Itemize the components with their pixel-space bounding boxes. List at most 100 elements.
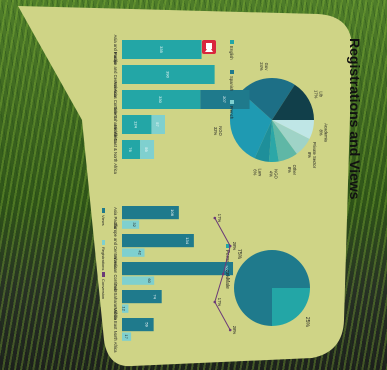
category-label: Americas Continent bbox=[113, 81, 118, 118]
bar-value-label: 59 bbox=[144, 147, 149, 152]
conversion-label: 28% bbox=[232, 242, 237, 251]
pie-slice bbox=[240, 78, 295, 120]
legend-swatch bbox=[226, 244, 230, 248]
legend-swatch bbox=[230, 70, 234, 74]
category-label: Sub-Saharan Africa bbox=[113, 284, 118, 321]
conversion-label: 28% bbox=[232, 326, 237, 335]
bar-value-label: 74 bbox=[153, 294, 158, 299]
bar bbox=[140, 140, 155, 159]
page-title: Registrations and Views bbox=[347, 38, 363, 200]
category-label: Sub-Saharan Africa bbox=[113, 106, 118, 143]
conversion-label: 23% bbox=[225, 270, 230, 279]
bar bbox=[121, 115, 152, 134]
category-label: Asia and Pacific bbox=[113, 35, 118, 65]
bar-value-label: 32 bbox=[132, 222, 137, 227]
pie-slice-value: 8% bbox=[287, 167, 292, 173]
pie-percent-label: 25% bbox=[304, 317, 310, 328]
bar-value-label: 134 bbox=[185, 237, 190, 244]
category-label: Middle East North Africa bbox=[113, 308, 118, 354]
bar-value-label: 17 bbox=[124, 334, 129, 339]
legend-swatch bbox=[102, 272, 105, 277]
bar bbox=[151, 115, 165, 134]
views-registrations-bar-chart: 106 32 Asia Pacific 134 42 Europe and Central… bbox=[101, 206, 237, 353]
bar-value-label: 59 bbox=[145, 322, 150, 327]
bar-value-label: 124 bbox=[134, 121, 139, 128]
bar bbox=[122, 65, 215, 84]
pie-slice-label: NGO bbox=[218, 126, 223, 136]
legend-swatch bbox=[102, 208, 105, 213]
pie-slice-label: Private Sector bbox=[312, 142, 317, 169]
pie-slice bbox=[254, 120, 272, 162]
pie-percent-label: 75% bbox=[236, 249, 242, 260]
legend-label: Conversion bbox=[101, 279, 106, 299]
bar-value-label: 12 bbox=[121, 306, 126, 311]
bar-value-label: 76 bbox=[128, 147, 133, 152]
bar-views bbox=[122, 234, 194, 248]
category-label: Europe and Central Asia bbox=[113, 223, 118, 269]
bar-value-label: 106 bbox=[170, 209, 175, 216]
conversion-point bbox=[213, 216, 217, 220]
legend-label: Registrations bbox=[101, 247, 106, 270]
pie-slice bbox=[272, 84, 314, 120]
bar bbox=[122, 40, 202, 59]
legend-swatch bbox=[230, 100, 234, 104]
bar-views bbox=[121, 206, 179, 220]
pie-slice-label: Academia bbox=[324, 123, 329, 142]
pie-slice-value: 8% bbox=[307, 152, 312, 158]
conversion-point bbox=[228, 328, 232, 332]
bar-views bbox=[121, 290, 162, 304]
legend-label: French bbox=[229, 106, 234, 120]
pie-slice-value: 24% bbox=[259, 62, 264, 71]
bar bbox=[200, 90, 250, 109]
pie-slice bbox=[272, 120, 297, 162]
category-label: Middle East & North Africa bbox=[113, 125, 118, 175]
bar-value-label: 207 bbox=[222, 96, 227, 103]
pie-slice-value: 4% bbox=[268, 171, 273, 177]
conversion-label: 17% bbox=[217, 214, 222, 223]
pie-slice-value: 32% bbox=[213, 127, 218, 136]
conversion-point bbox=[213, 300, 217, 304]
legend-swatch bbox=[230, 40, 234, 44]
legend-label: English bbox=[229, 46, 234, 60]
bar-registrations bbox=[122, 304, 129, 313]
bar-value-label: 335 bbox=[159, 46, 164, 53]
bar-value-label: 57 bbox=[155, 122, 160, 127]
video-app-icon bbox=[202, 40, 216, 54]
legend-label: Views bbox=[101, 215, 106, 226]
bar bbox=[122, 140, 141, 159]
pie-slice-label: Lib bbox=[318, 91, 323, 97]
bar-registrations bbox=[121, 220, 140, 229]
pie-slice bbox=[234, 250, 310, 326]
bar-registrations bbox=[122, 276, 155, 285]
conversion-label: 17% bbox=[217, 298, 222, 307]
category-label: American Continent bbox=[113, 256, 118, 294]
pie-slice-label: NGO bbox=[273, 169, 278, 179]
pie-slice-value: 6% bbox=[253, 169, 258, 175]
bar-value-label: 330 bbox=[158, 96, 163, 103]
pie-slice bbox=[272, 288, 310, 326]
bar-registrations bbox=[121, 332, 132, 341]
conversion-point bbox=[228, 244, 232, 248]
conversion-point bbox=[221, 272, 225, 276]
pie-slice-value: 17% bbox=[313, 90, 318, 99]
pie-slice-label: Other bbox=[292, 165, 297, 176]
category-label: Europe and Central Asia bbox=[113, 52, 118, 98]
bar-value-label: 207 bbox=[224, 265, 229, 272]
category-label: Asia Pacific bbox=[113, 207, 118, 229]
pie-slice-label: Gov bbox=[264, 63, 269, 72]
pie-slice-value: 8% bbox=[319, 130, 324, 136]
pie-slice bbox=[272, 120, 310, 154]
pie-slice bbox=[268, 120, 279, 162]
bar-registrations bbox=[121, 248, 145, 257]
language-region-bar-chart: 335 Asia and Pacific 390 Europe and Central… bbox=[113, 35, 250, 175]
bar-views bbox=[122, 318, 154, 332]
legend-label: Spanish bbox=[229, 76, 234, 92]
bar-views bbox=[121, 262, 234, 276]
pie-slice bbox=[272, 120, 314, 140]
bar-value-label: 390 bbox=[165, 71, 170, 78]
bar-value-label: 60 bbox=[147, 278, 152, 283]
legend-label: Male bbox=[224, 278, 230, 289]
bar bbox=[122, 90, 201, 109]
